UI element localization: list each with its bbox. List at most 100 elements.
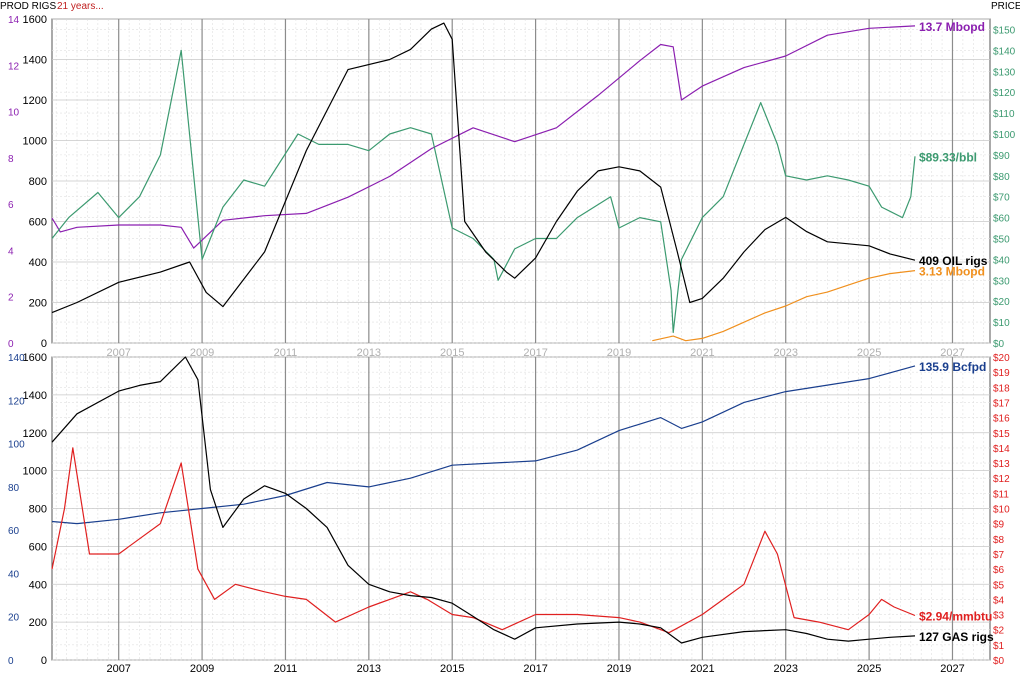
price-axis-tick: $3 [993,611,1005,622]
series-line--2-94-mmbtu [51,447,916,634]
price-axis-tick: $150 [993,25,1016,36]
year-tick-label: 2027 [940,663,964,675]
rigs-axis-tick: 1600 [23,14,47,26]
price-axis-tick: $1 [993,641,1005,652]
price-axis-tick: $100 [993,130,1016,141]
rigs-axis-tick: 800 [29,176,47,188]
series-end-label: $89.33/bbl [919,150,977,164]
year-tick-label: 2019 [607,663,631,675]
price-axis-tick: $6 [993,565,1005,576]
series-line--89-33-bbl [51,49,916,334]
price-axis-tick: $17 [993,398,1010,409]
rigs-axis-tick: 1000 [23,466,47,478]
price-axis-tick: $140 [993,46,1016,57]
prod-axis-tick: 8 [8,154,14,165]
price-axis-tick: $4 [993,595,1005,606]
prod-axis-tick: 20 [8,613,20,624]
prod-axis-tick: 4 [8,246,14,257]
price-axis-tick: $14 [993,444,1010,455]
series-line-127-gas-rigs [51,356,916,644]
rigs-axis-tick: 600 [29,541,47,553]
year-tick-label: 2023 [773,663,797,675]
price-axis-tick: $30 [993,276,1010,287]
price-axis-tick: $0 [993,339,1005,350]
prod-axis-tick: 0 [8,656,14,667]
prod-axis-tick: 100 [8,440,25,451]
rigs-axis-tick: 1400 [23,55,47,67]
series-end-label: 409 OIL rigs [919,254,988,268]
rigs-axis-tick: 0 [41,338,47,350]
price-axis-tick: $90 [993,151,1010,162]
price-axis-tick: $2 [993,626,1005,637]
rigs-axis-tick: 200 [29,298,47,310]
prod-axis-tick: 2 [8,293,14,304]
prod-axis-tick: 80 [8,483,20,494]
price-axis-tick: $19 [993,368,1010,379]
price-axis-tick: $0 [993,656,1005,667]
prod-axis-tick: 10 [8,108,20,119]
header-prod-rigs: PROD RIGS [0,1,56,12]
year-tick-label: 2013 [357,663,381,675]
year-tick-label: 2019 [607,347,631,359]
series-end-label: $2.94/mmbtu [919,609,992,623]
rigs-axis-tick: 1600 [23,352,47,364]
rigs-axis-tick: 1400 [23,390,47,402]
prod-axis-tick: 60 [8,526,20,537]
header-price: PRICE [991,1,1020,12]
price-axis-tick: $7 [993,550,1005,561]
year-tick-label: 2007 [106,663,130,675]
prod-axis-tick: 0 [8,339,14,350]
prod-axis-tick: 6 [8,200,14,211]
price-axis-tick: $60 [993,214,1010,225]
series-line-409-oil-rigs [51,22,916,314]
price-axis-tick: $11 [993,489,1009,500]
year-tick-label: 2027 [940,347,964,359]
year-tick-label: 2015 [440,347,464,359]
year-tick-label: 2017 [523,663,547,675]
price-axis-tick: $9 [993,520,1005,531]
series-line-13-7-mbopd [51,25,916,249]
year-tick-label: 2009 [190,663,214,675]
year-tick-label: 2009 [190,347,214,359]
year-tick-label: 2025 [857,347,881,359]
price-axis-tick: $16 [993,414,1010,425]
series-line-3-13-mbopd [652,270,916,342]
prod-axis-tick: 140 [8,353,25,364]
price-axis-tick: $20 [993,353,1010,364]
price-axis-tick: $12 [993,474,1010,485]
prod-axis-tick: 12 [8,61,20,72]
rigs-axis-tick: 400 [29,257,47,269]
price-axis-tick: $18 [993,383,1010,394]
price-axis-tick: $10 [993,505,1010,516]
year-tick-label: 2007 [106,347,130,359]
year-tick-label: 2021 [690,347,714,359]
rigs-axis-tick: 1200 [23,95,47,107]
year-tick-label: 2011 [274,663,298,675]
price-axis-tick: $130 [993,67,1016,78]
rigs-axis-tick: 400 [29,579,47,591]
price-axis-tick: $50 [993,234,1010,245]
series-end-label: 127 GAS rigs [919,630,994,644]
rigs-axis-tick: 800 [29,504,47,516]
year-tick-label: 2011 [274,347,298,359]
series-end-label: 135.9 Bcfpd [919,360,986,374]
price-axis-tick: $40 [993,255,1010,266]
prod-axis-tick: 40 [8,569,20,580]
price-axis-tick: $8 [993,535,1005,546]
series-end-label: 3.13 Mbopd [919,265,985,279]
price-axis-tick: $80 [993,172,1010,183]
price-axis-tick: $5 [993,580,1005,591]
rigs-axis-tick: 600 [29,217,47,229]
year-tick-label: 2025 [857,663,881,675]
price-axis-tick: $120 [993,88,1016,99]
year-tick-label: 2017 [523,347,547,359]
price-axis-tick: $110 [993,109,1015,120]
rigs-axis-tick: 200 [29,617,47,629]
year-tick-label: 2013 [357,347,381,359]
year-tick-label: 2021 [690,663,714,675]
prod-axis-tick: 14 [8,15,20,26]
year-tick-label: 2015 [440,663,464,675]
price-axis-tick: $10 [993,318,1010,329]
prod-axis-tick: 120 [8,396,25,407]
